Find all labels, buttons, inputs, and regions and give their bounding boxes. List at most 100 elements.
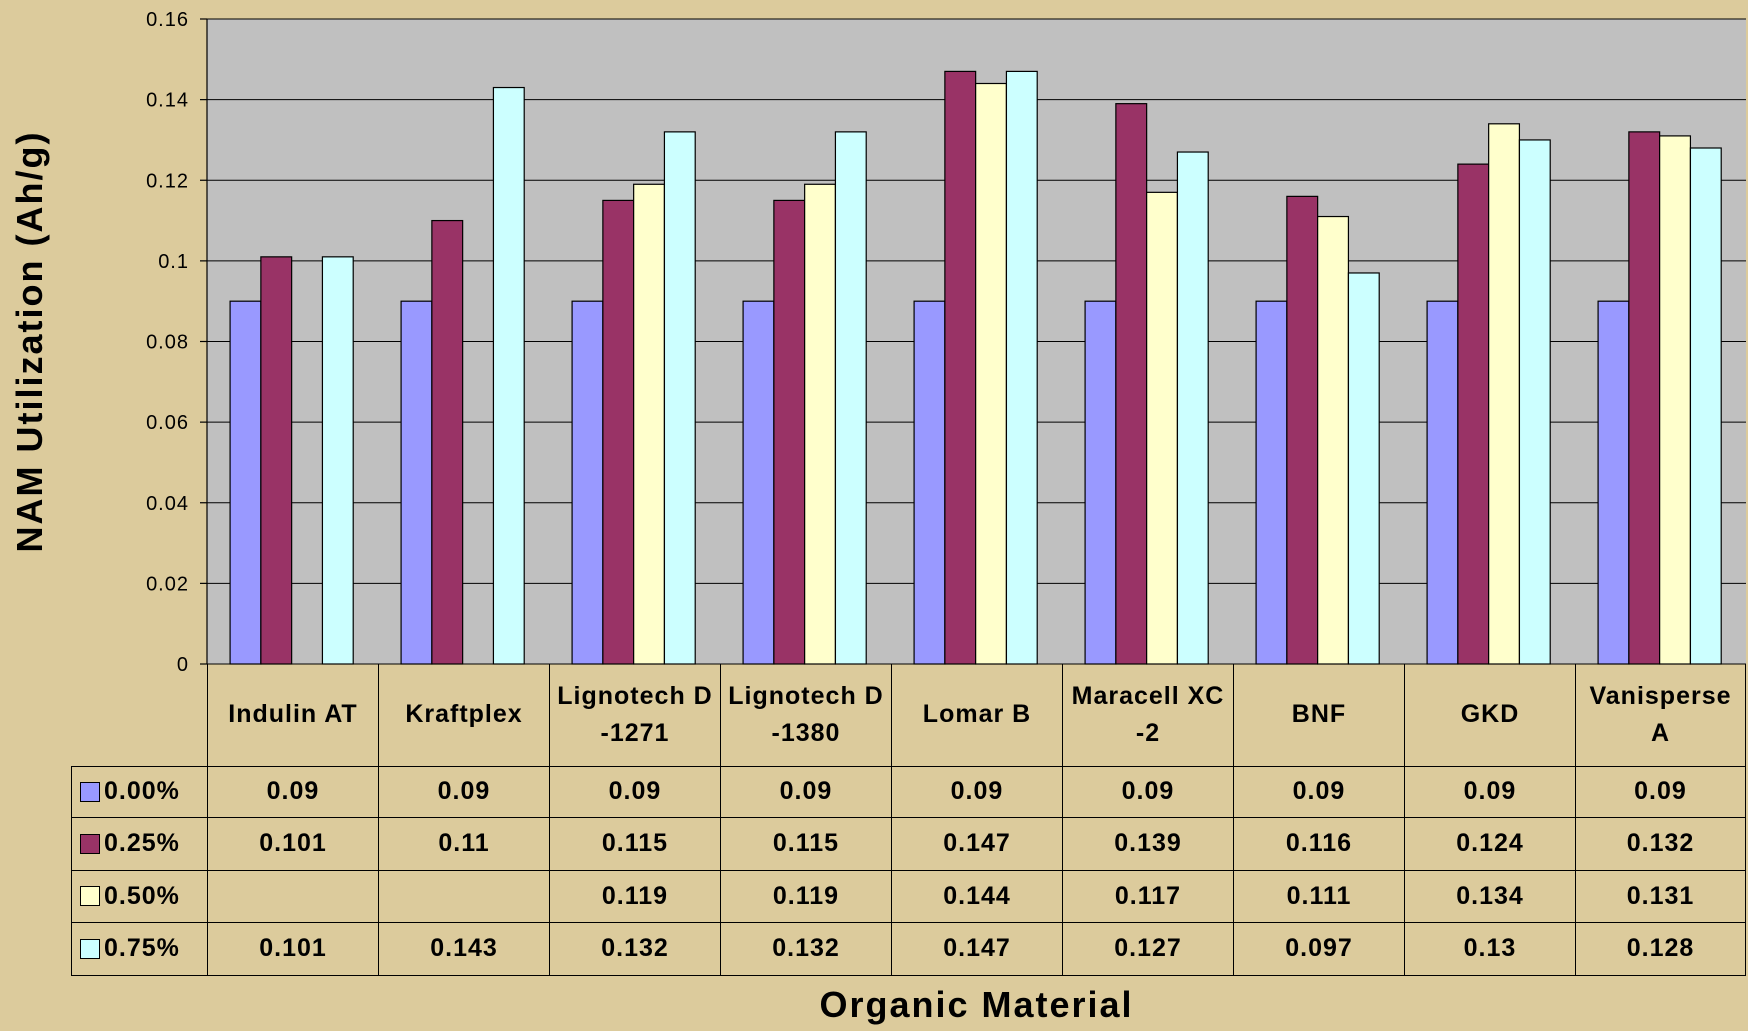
legend-entry: 0.75% xyxy=(71,923,207,976)
bar xyxy=(1689,147,1722,665)
table-cell: 0.09 xyxy=(1404,766,1575,819)
table-cell: 0.09 xyxy=(549,766,720,819)
table-cell: 0.09 xyxy=(378,766,549,819)
bar xyxy=(431,219,464,665)
table-cell: 0.09 xyxy=(1233,766,1404,819)
x-tick-label: Lignotech D-1380 xyxy=(720,664,891,766)
bar xyxy=(492,86,525,665)
bar xyxy=(1317,215,1350,665)
table-cell: 0.09 xyxy=(1062,766,1233,819)
y-tick-label: 0.06 xyxy=(146,412,189,434)
table-cell: 0.111 xyxy=(1233,870,1404,924)
legend-key xyxy=(80,782,100,803)
legend-label: 0.00% xyxy=(104,777,180,806)
bar xyxy=(1255,300,1288,665)
table-cell: 0.119 xyxy=(720,870,891,924)
legend-key xyxy=(80,938,100,959)
y-tick-label: 0.12 xyxy=(146,170,189,192)
table-cell: 0.11 xyxy=(378,818,549,871)
legend-key xyxy=(80,834,100,855)
x-tick-label: Kraftplex xyxy=(378,664,549,766)
x-tick-label: Vanisperse A xyxy=(1575,664,1746,766)
table-cell: 0.13 xyxy=(1404,923,1575,976)
bar xyxy=(321,256,354,665)
table-cell: 0.119 xyxy=(549,870,720,924)
y-axis-title: NAM Utilization (Ah/g) xyxy=(9,131,50,553)
legend-entry: 0.50% xyxy=(71,870,207,924)
bar xyxy=(1518,139,1551,665)
y-tick-label: 0.14 xyxy=(146,90,189,112)
table-cell: 0.124 xyxy=(1404,818,1575,871)
table-cell: 0.09 xyxy=(720,766,891,819)
y-tick-label: 0.1 xyxy=(158,251,189,273)
x-tick-label: GKD xyxy=(1404,664,1575,766)
bar xyxy=(1488,123,1521,665)
legend-entry: 0.00% xyxy=(71,766,207,819)
bar xyxy=(804,183,837,665)
bar xyxy=(602,199,635,665)
table-cell: 0.101 xyxy=(207,818,378,871)
bar xyxy=(260,256,293,665)
table-cell: 0.131 xyxy=(1575,870,1746,924)
table-cell: 0.117 xyxy=(1062,870,1233,924)
x-axis-title: Organic Material xyxy=(819,983,1134,1025)
bar xyxy=(1426,300,1459,665)
bar xyxy=(1597,300,1630,665)
bar xyxy=(1146,191,1179,665)
table-cell: 0.139 xyxy=(1062,818,1233,871)
x-tick-label: Lomar B xyxy=(891,664,1062,766)
bar xyxy=(1659,135,1692,665)
table-cell: 0.147 xyxy=(891,818,1062,871)
x-tick-label: Indulin AT xyxy=(207,664,378,766)
x-tick-label: BNF xyxy=(1233,664,1404,766)
y-tick-label: 0.16 xyxy=(146,9,189,31)
table-cell: 0.101 xyxy=(207,923,378,976)
legend-label: 0.50% xyxy=(104,881,180,910)
table-cell: 0.09 xyxy=(1575,766,1746,819)
bar xyxy=(571,300,604,665)
bar xyxy=(1005,70,1038,665)
y-tick-label: 0 xyxy=(177,654,189,676)
table-cell: 0.132 xyxy=(720,923,891,976)
table-cell xyxy=(207,870,378,924)
table-cell: 0.116 xyxy=(1233,818,1404,871)
legend-label: 0.25% xyxy=(104,829,180,858)
table-cell: 0.132 xyxy=(549,923,720,976)
table-cell: 0.134 xyxy=(1404,870,1575,924)
table-cell: 0.09 xyxy=(891,766,1062,819)
bar xyxy=(1628,131,1661,665)
bar xyxy=(975,82,1008,665)
bar xyxy=(944,70,977,665)
bar xyxy=(663,131,696,665)
bar xyxy=(1115,103,1148,665)
table-cell: 0.115 xyxy=(549,818,720,871)
bar xyxy=(1457,163,1490,665)
bar xyxy=(633,183,666,665)
table-cell: 0.09 xyxy=(207,766,378,819)
table-cell: 0.128 xyxy=(1575,923,1746,976)
table-cell: 0.097 xyxy=(1233,923,1404,976)
bar xyxy=(773,199,806,665)
y-tick-label: 0.02 xyxy=(146,573,189,595)
x-tick-label: Lignotech D-1271 xyxy=(549,664,720,766)
y-tick-label: 0.04 xyxy=(146,493,189,515)
legend-label: 0.75% xyxy=(104,934,180,963)
table-cell xyxy=(378,870,549,924)
y-tick-label: 0.08 xyxy=(146,332,189,354)
legend-entry: 0.25% xyxy=(71,818,207,871)
table-cell: 0.143 xyxy=(378,923,549,976)
table-cell: 0.147 xyxy=(891,923,1062,976)
legend-key xyxy=(80,886,100,907)
bar xyxy=(1084,300,1117,665)
x-tick-label: Maracell XC-2 xyxy=(1062,664,1233,766)
bar xyxy=(834,131,867,665)
bar xyxy=(1286,195,1319,665)
bar xyxy=(1176,151,1209,665)
table-cell: 0.144 xyxy=(891,870,1062,924)
bar xyxy=(229,300,262,665)
bar xyxy=(400,300,433,665)
bar xyxy=(1347,272,1380,665)
bar xyxy=(913,300,946,665)
